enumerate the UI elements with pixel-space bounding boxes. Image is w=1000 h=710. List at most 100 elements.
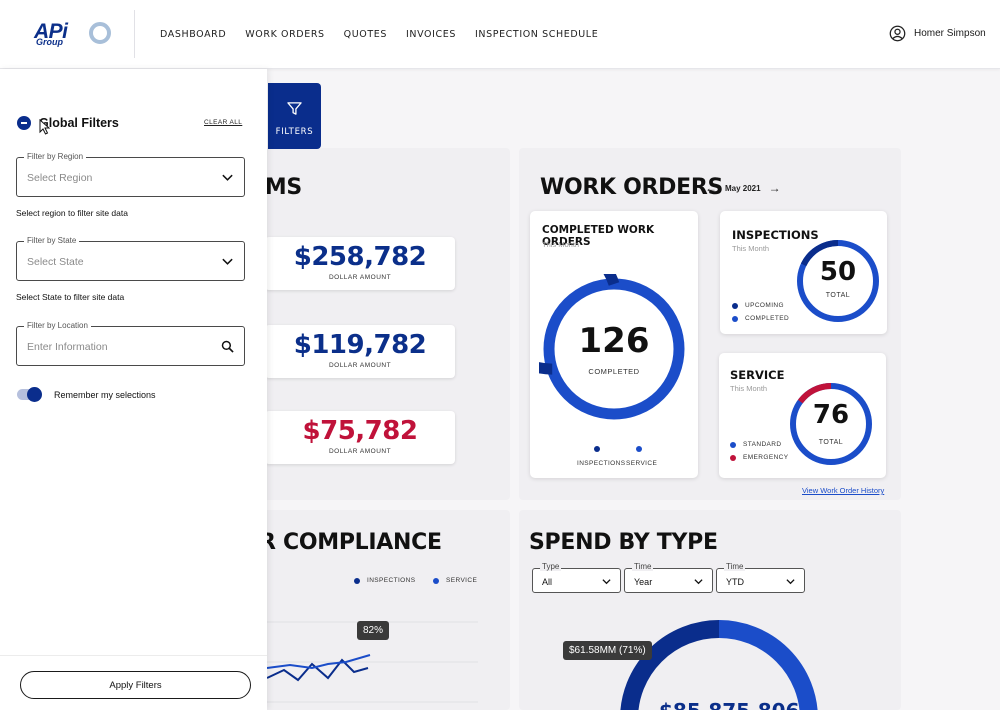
service-title: SERVICE <box>730 368 785 382</box>
service-value-label: TOTAL <box>818 439 844 446</box>
clear-all-link[interactable]: CLEAR ALL <box>204 119 243 126</box>
spend-title: SPEND BY TYPE <box>529 530 718 555</box>
chevron-down-icon <box>222 258 233 265</box>
dot-service <box>433 577 439 584</box>
amount-box-3: $75,782 DOLLAR AMOUNT <box>265 411 455 464</box>
filter-funnel-icon <box>287 102 302 115</box>
region-label: Filter by Region <box>24 152 87 161</box>
chevron-down-icon <box>786 579 795 585</box>
completed-work-orders-card[interactable]: COMPLETED WORK ORDERS This Month 126 COM… <box>530 211 698 478</box>
compliance-title: R COMPLIANCE <box>259 530 442 555</box>
main-nav: DASHBOARD WORK ORDERS QUOTES INVOICES IN… <box>160 29 617 40</box>
nav-item-work-orders[interactable]: WORK ORDERS <box>245 29 325 40</box>
region-placeholder: Select Region <box>27 172 93 184</box>
service-card[interactable]: SERVICE This Month 76 TOTAL STANDARD EME… <box>719 353 886 478</box>
legend-inspections: INSPECTIONS <box>577 460 626 467</box>
compliance-card: R COMPLIANCE INSPECTIONS SERVICE <box>250 510 510 710</box>
nav-item-invoices[interactable]: INVOICES <box>406 29 457 40</box>
state-label: Filter by State <box>24 236 80 245</box>
top-nav-bar: APi Group DASHBOARD WORK ORDERS QUOTES I… <box>0 0 1000 69</box>
compliance-tooltip: 82% <box>357 621 390 640</box>
toggle-knob <box>27 387 42 402</box>
legend-completed: COMPLETED <box>732 315 789 322</box>
items-card: EMS $258,782 DOLLAR AMOUNT $119,782 DOLL… <box>250 148 510 500</box>
state-helper-text: Select State to filter site data <box>16 292 125 302</box>
legend-emergency-label: EMERGENCY <box>743 454 789 461</box>
api-group-logo[interactable]: APi Group <box>34 20 116 50</box>
logo-gear-icon <box>89 22 111 44</box>
service-donut <box>790 383 872 465</box>
spend-center-value: $85,875,806 <box>659 701 799 710</box>
inspections-card[interactable]: INSPECTIONS This Month 50 TOTAL UPCOMING… <box>720 211 887 334</box>
state-select[interactable]: Filter by State Select State <box>16 236 245 281</box>
compliance-legend-service: SERVICE <box>433 577 477 584</box>
user-circle-icon <box>889 25 906 42</box>
nav-item-inspection-schedule[interactable]: INSPECTION SCHEDULE <box>475 29 599 40</box>
remember-selections-label: Remember my selections <box>54 390 156 400</box>
chevron-down-icon <box>602 579 611 585</box>
amount-label: DOLLAR AMOUNT <box>328 274 392 281</box>
chevron-down-icon <box>222 174 233 181</box>
service-subtitle: This Month <box>730 384 768 393</box>
spend-card: SPEND BY TYPE Type All Time Year Time YT… <box>519 510 901 710</box>
completed-value: 126 <box>578 321 650 361</box>
logo-text: APi <box>34 20 68 43</box>
compliance-legend-service-label: SERVICE <box>446 577 478 584</box>
select-label: Type <box>540 562 562 571</box>
month-label: May 2021 <box>725 183 761 193</box>
arrow-left-icon[interactable]: ← <box>705 181 717 195</box>
chevron-down-icon <box>694 579 703 585</box>
dot-emergency <box>730 454 736 461</box>
spend-period-select[interactable]: Time YTD <box>716 562 805 593</box>
legend-standard: STANDARD <box>730 441 781 448</box>
spend-type-select[interactable]: Type All <box>532 562 621 593</box>
legend-standard-label: STANDARD <box>743 441 782 448</box>
user-name: Homer Simpson <box>914 28 986 39</box>
amount-box-1: $258,782 DOLLAR AMOUNT <box>265 237 455 290</box>
dot-upcoming <box>732 302 738 309</box>
panel-title: Global Filters <box>39 116 119 130</box>
state-placeholder: Select State <box>27 256 84 268</box>
remember-selections-toggle[interactable] <box>17 387 42 402</box>
month-selector: ← May 2021 → <box>705 181 789 195</box>
spend-tooltip: $61.58MM (71%) <box>563 641 652 660</box>
panel-header: Global Filters <box>17 116 119 130</box>
global-filters-panel: Global Filters CLEAR ALL Filter by Regio… <box>0 69 267 710</box>
compliance-line-chart <box>250 621 478 703</box>
view-work-order-history-link[interactable]: View Work Order History <box>802 486 885 495</box>
logo-subtext: Group <box>36 37 63 47</box>
mouse-cursor-icon <box>39 119 51 135</box>
region-select[interactable]: Filter by Region Select Region <box>16 152 245 197</box>
inspections-donut <box>797 239 879 322</box>
completed-donut <box>539 274 685 420</box>
legend-dot-inspections <box>594 446 600 452</box>
legend-completed-label: COMPLETED <box>745 315 790 322</box>
nav-item-quotes[interactable]: QUOTES <box>343 29 388 40</box>
search-icon[interactable] <box>221 340 234 353</box>
amount-value: $75,782 <box>302 416 418 446</box>
legend-dot-service <box>636 446 642 452</box>
compliance-legend-inspections: INSPECTIONS <box>354 577 415 584</box>
select-value: Year <box>634 577 653 587</box>
amount-label: DOLLAR AMOUNT <box>328 362 392 369</box>
amount-value: $258,782 <box>293 242 427 272</box>
arrow-right-icon[interactable]: → <box>768 181 781 195</box>
filters-tab-button[interactable]: FILTERS <box>268 83 321 149</box>
dot-standard <box>730 441 736 448</box>
inspections-value-label: TOTAL <box>825 292 851 299</box>
select-value: All <box>542 577 553 587</box>
spend-time-select[interactable]: Time Year <box>624 562 713 593</box>
legend-emergency: EMERGENCY <box>730 454 789 461</box>
location-input[interactable]: Filter by Location Enter Information <box>16 321 245 366</box>
location-placeholder: Enter Information <box>27 341 108 353</box>
apply-filters-button[interactable]: Apply Filters <box>20 671 251 699</box>
panel-footer: Apply Filters <box>0 655 267 710</box>
location-label: Filter by Location <box>24 321 91 330</box>
legend-upcoming-label: UPCOMING <box>745 302 784 309</box>
minus-circle-icon[interactable] <box>17 116 31 130</box>
completed-value-label: COMPLETED <box>588 367 640 376</box>
nav-item-dashboard[interactable]: DASHBOARD <box>160 29 227 40</box>
amount-label: DOLLAR AMOUNT <box>328 448 392 455</box>
user-menu[interactable]: Homer Simpson <box>889 25 986 42</box>
region-helper-text: Select region to filter site data <box>16 208 128 218</box>
